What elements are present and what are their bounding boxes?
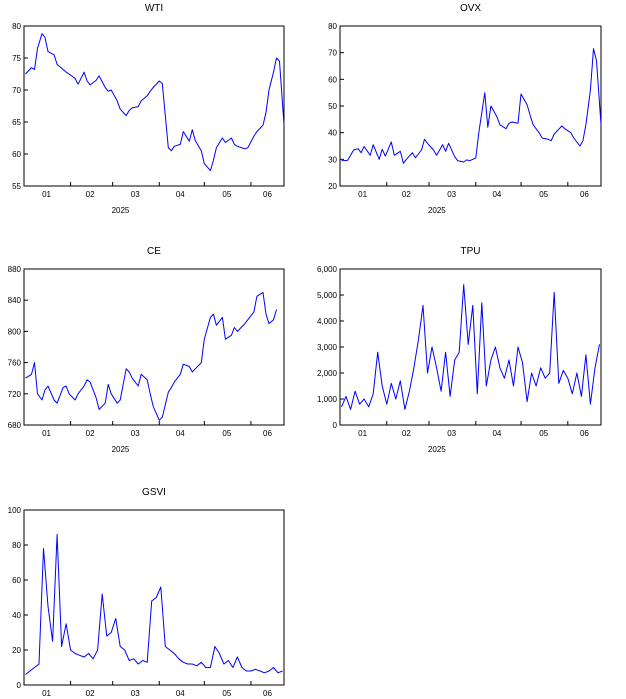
x-tick-label: 04 [176, 190, 185, 199]
x-tick-label: 04 [176, 689, 185, 698]
series-line-wti [25, 33, 285, 172]
y-tick-label: 5,000 [317, 291, 338, 300]
x-tick-label: 04 [492, 429, 501, 438]
chart-title: TPU [461, 246, 481, 257]
x-tick-label: 05 [539, 190, 548, 199]
plot-frame [23, 25, 285, 187]
y-tick-label: 3,000 [317, 343, 338, 352]
y-tick-label: 60 [12, 576, 21, 585]
y-tick-label: 800 [8, 327, 22, 336]
x-tick-label: 01 [42, 190, 51, 199]
chart-title: GSVI [142, 487, 166, 498]
x-tick-label: 02 [86, 190, 95, 199]
y-tick-label: 65 [12, 118, 21, 127]
y-tick-label: 2,000 [317, 369, 338, 378]
x-tick-label: 06 [263, 190, 272, 199]
x-tick-label: 03 [447, 429, 456, 438]
x-tick-label: 02 [402, 429, 411, 438]
x-tick-label: 04 [176, 429, 185, 438]
chart-title: CE [147, 246, 161, 257]
y-tick-label: 0 [333, 421, 338, 430]
x-axis-label: 2025 [428, 445, 446, 454]
y-tick-label: 840 [8, 296, 22, 305]
y-tick-label: 6,000 [317, 265, 338, 274]
y-tick-label: 20 [328, 182, 337, 191]
y-tick-label: 70 [328, 49, 337, 58]
series-line-gsvi [25, 534, 283, 675]
y-tick-label: 80 [12, 541, 21, 550]
x-tick-label: 06 [263, 429, 272, 438]
y-tick-label: 70 [12, 86, 21, 95]
x-axis-label: 2025 [112, 445, 130, 454]
plot-frame [339, 25, 602, 187]
y-tick-label: 1,000 [317, 395, 338, 404]
x-axis-label: 2025 [428, 206, 446, 215]
x-tick-label: 02 [86, 689, 95, 698]
y-tick-label: 55 [12, 182, 21, 191]
series-line-tpu [341, 284, 600, 410]
y-tick-label: 760 [8, 359, 22, 368]
y-tick-label: 0 [17, 681, 22, 690]
x-tick-label: 01 [358, 429, 367, 438]
y-tick-label: 50 [328, 102, 337, 111]
plot-frame [23, 268, 285, 426]
plot-frame [23, 509, 285, 686]
x-tick-label: 04 [492, 190, 501, 199]
x-tick-label: 05 [222, 429, 231, 438]
x-tick-label: 03 [447, 190, 456, 199]
x-tick-label: 06 [580, 429, 589, 438]
x-tick-label: 02 [402, 190, 411, 199]
y-tick-label: 720 [8, 390, 22, 399]
x-tick-label: 01 [358, 190, 367, 199]
y-tick-label: 680 [8, 421, 22, 430]
x-axis-label: 2025 [112, 206, 130, 215]
y-tick-label: 880 [8, 265, 22, 274]
x-tick-label: 03 [131, 689, 140, 698]
y-tick-label: 40 [12, 611, 21, 620]
y-tick-label: 30 [328, 155, 337, 164]
x-tick-label: 06 [263, 689, 272, 698]
chart-panel-tpu: TPU 0 1,000 2,000 3,000 4,000 5,000 6,000 01 02 03… [317, 246, 602, 454]
y-tick-label: 40 [328, 129, 337, 138]
series-line-ovx [341, 48, 602, 164]
x-tick-label: 01 [42, 429, 51, 438]
chart-panel-ce: CE 680 720 760 800 840 880 01 02 03 04 05 06 2025 [8, 246, 285, 454]
x-tick-label: 05 [222, 190, 231, 199]
y-tick-label: 80 [12, 22, 21, 31]
x-tick-label: 01 [42, 689, 51, 698]
y-tick-label: 20 [12, 646, 21, 655]
y-tick-label: 60 [12, 150, 21, 159]
plot-frame [339, 268, 602, 426]
x-tick-label: 06 [580, 190, 589, 199]
x-tick-label: 02 [86, 429, 95, 438]
y-tick-label: 80 [328, 22, 337, 31]
x-tick-label: 03 [131, 190, 140, 199]
y-tick-label: 100 [8, 506, 22, 515]
chart-title: WTI [145, 3, 163, 14]
chart-panel-ovx: OVX 20 30 40 50 60 70 80 01 02 03 04 05 06 2025 [328, 3, 602, 215]
x-tick-label: 03 [131, 429, 140, 438]
chart-panel-wti: WTI 55 60 65 70 75 80 01 02 03 04 05 06 2025 [12, 3, 285, 215]
x-tick-label: 05 [222, 689, 231, 698]
chart-title: OVX [460, 3, 481, 14]
x-tick-label: 05 [539, 429, 548, 438]
chart-panel-gsvi: GSVI0204060801000102030405062025 [8, 487, 285, 698]
y-tick-label: 60 [328, 75, 337, 84]
y-tick-label: 4,000 [317, 317, 338, 326]
series-line-ce [25, 291, 277, 421]
y-tick-label: 75 [12, 54, 21, 63]
